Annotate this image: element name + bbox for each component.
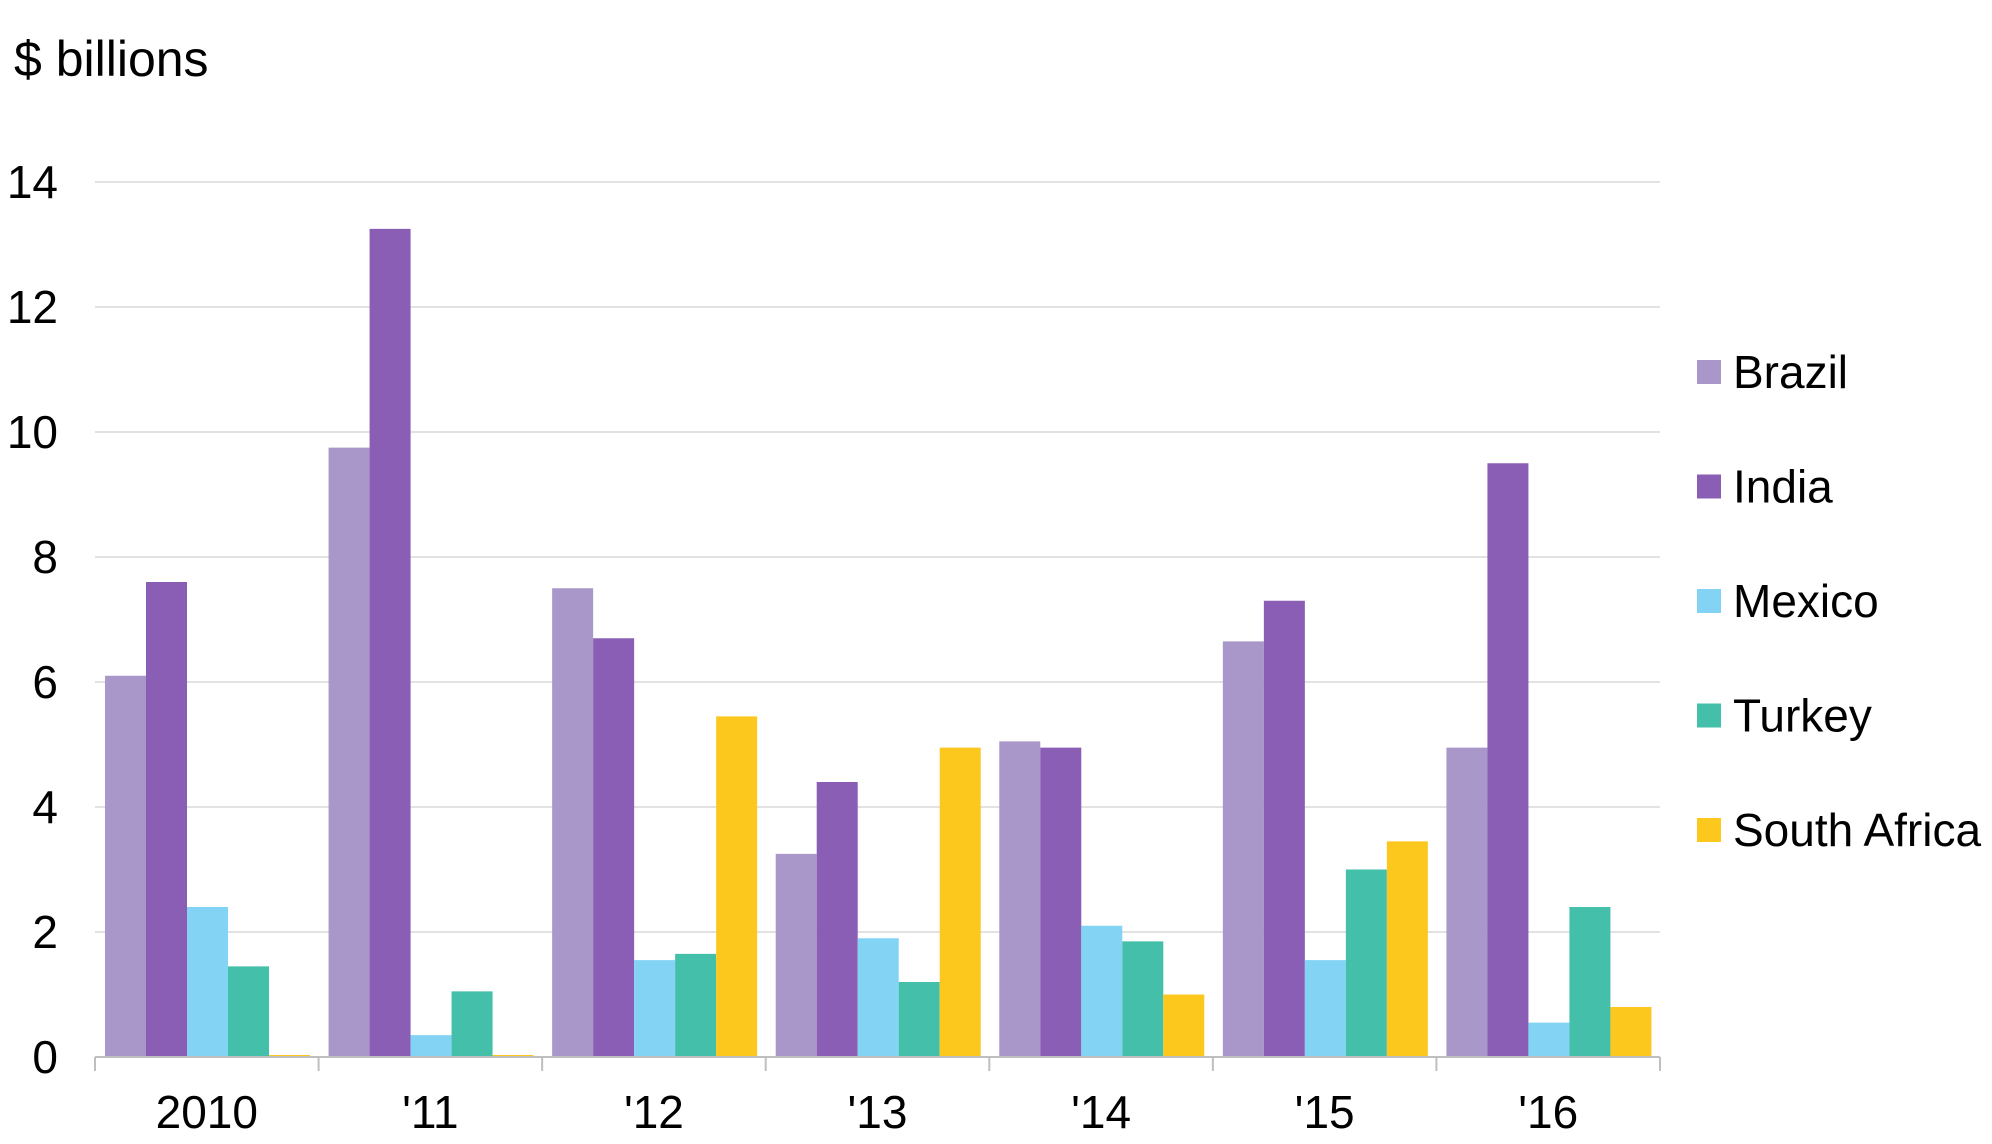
y-axis-ticks: 0 2 4 6 8 10 12 14 [7, 156, 58, 1083]
x-axis [94, 1056, 1661, 1071]
bar-mexico-0 [187, 907, 228, 1057]
bar-india-0 [146, 582, 187, 1057]
x-tick-label: '12 [624, 1086, 684, 1138]
y-tick-label: 2 [32, 906, 58, 958]
y-tick-label: 4 [32, 781, 58, 833]
y-tick-label: 14 [7, 156, 58, 208]
legend-label: Turkey [1733, 690, 1872, 742]
bar-turkey-3 [898, 982, 940, 1057]
bar-mexico-3 [857, 938, 899, 1057]
bar-turkey-0 [228, 966, 269, 1057]
bar-brazil-0 [105, 675, 146, 1057]
bar-india-2 [593, 638, 635, 1057]
y-tick-label: 12 [7, 281, 58, 333]
bar-brazil-6 [1446, 747, 1488, 1057]
bar-india-5 [1263, 600, 1305, 1057]
bar-turkey-5 [1345, 869, 1387, 1057]
bar-india-4 [1040, 747, 1082, 1057]
bar-south-africa-4 [1163, 994, 1205, 1057]
bar-south-africa-5 [1386, 841, 1428, 1057]
bar-mexico-5 [1304, 960, 1346, 1057]
x-tick-label: '13 [848, 1086, 908, 1138]
y-tick-label: 10 [7, 406, 58, 458]
bar-brazil-2 [552, 588, 594, 1057]
bar-mexico-6 [1528, 1022, 1570, 1057]
bar-mexico-1 [410, 1035, 452, 1057]
bar-turkey-1 [451, 991, 493, 1057]
bar-brazil-4 [999, 741, 1041, 1057]
bar-turkey-4 [1122, 941, 1164, 1057]
bar-mexico-2 [634, 960, 676, 1057]
legend-swatch [1697, 589, 1721, 613]
legend-swatch [1697, 360, 1721, 384]
legend-swatch [1697, 703, 1721, 728]
bars [105, 228, 1652, 1057]
x-tick-label: '11 [402, 1086, 459, 1138]
y-axis-unit-label: $ billions [14, 31, 209, 87]
x-axis-ticks: 2010 '11 '12 '13 '14 '15 '16 [156, 1086, 1579, 1138]
bar-india-6 [1487, 463, 1529, 1057]
bar-turkey-6 [1569, 907, 1611, 1057]
bar-india-3 [816, 782, 858, 1057]
bar-turkey-2 [675, 953, 717, 1057]
y-tick-label: 0 [32, 1031, 58, 1083]
legend: Brazil India Mexico Turkey South Africa [1697, 346, 1981, 856]
bar-brazil-5 [1222, 641, 1264, 1057]
x-tick-label: '14 [1071, 1086, 1131, 1138]
bar-india-1 [369, 228, 411, 1057]
legend-swatch [1697, 818, 1721, 842]
x-tick-label: '16 [1518, 1086, 1578, 1138]
legend-label: Brazil [1733, 346, 1848, 398]
y-tick-label: 8 [32, 531, 58, 583]
legend-label: India [1733, 461, 1833, 513]
bar-south-africa-2 [716, 716, 758, 1057]
y-tick-label: 6 [32, 656, 58, 708]
legend-label: South Africa [1733, 804, 1981, 856]
bar-brazil-3 [775, 853, 817, 1057]
bar-south-africa-6 [1610, 1007, 1652, 1057]
bar-south-africa-3 [939, 747, 981, 1057]
legend-label: Mexico [1733, 575, 1879, 627]
x-tick-label: '15 [1295, 1086, 1355, 1138]
bar-brazil-1 [328, 447, 370, 1057]
legend-swatch [1697, 474, 1721, 499]
x-tick-label: 2010 [156, 1086, 258, 1138]
bar-mexico-4 [1081, 925, 1123, 1057]
